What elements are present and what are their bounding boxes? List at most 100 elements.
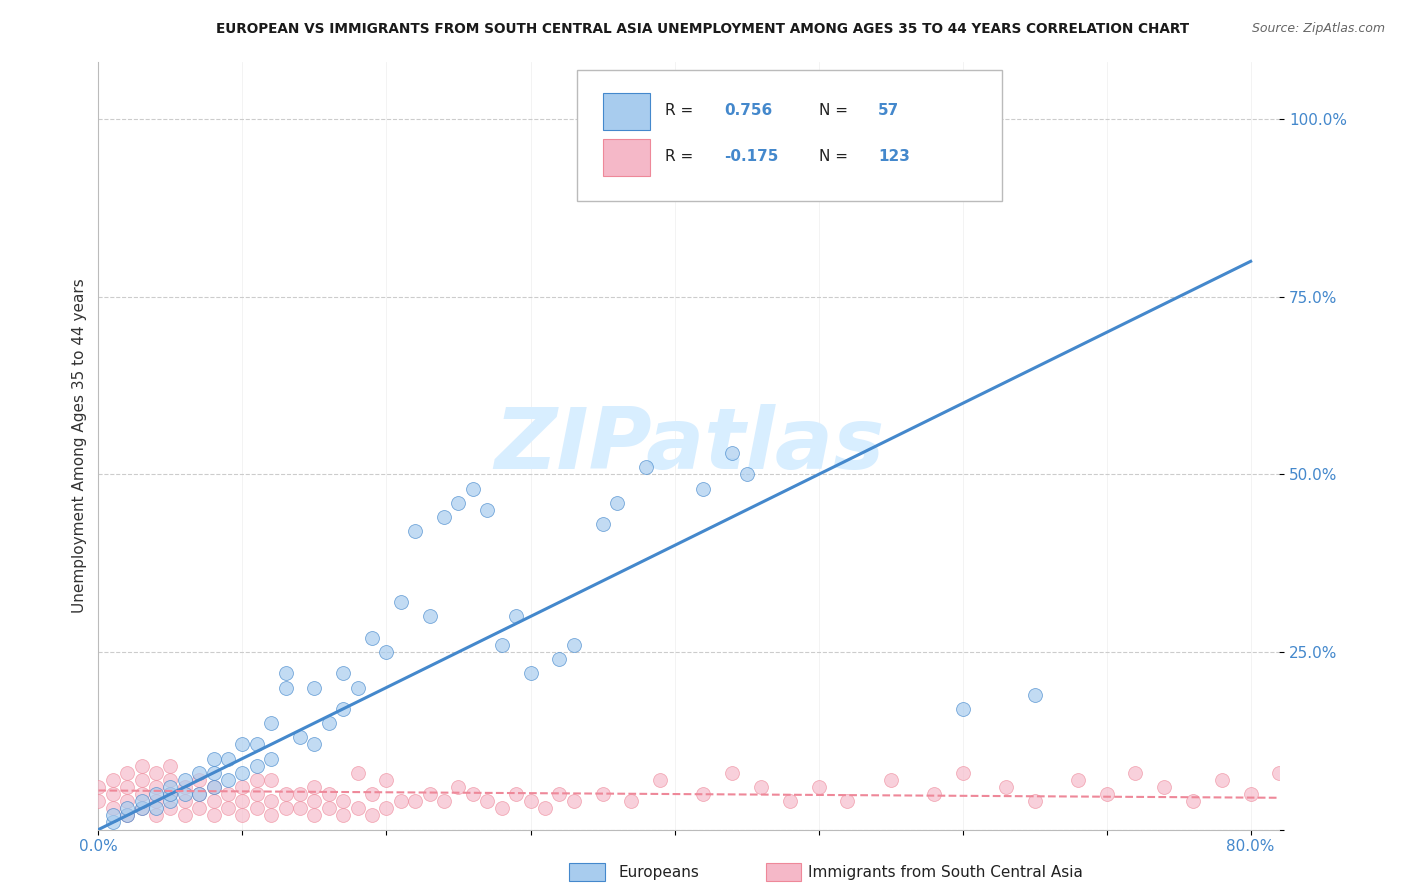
Point bbox=[620, 794, 643, 808]
Point bbox=[477, 503, 499, 517]
Point bbox=[274, 787, 297, 801]
Point bbox=[592, 517, 614, 532]
Point bbox=[375, 645, 398, 659]
Point bbox=[548, 787, 571, 801]
Point bbox=[807, 780, 830, 794]
Point bbox=[260, 716, 283, 731]
Text: -0.175: -0.175 bbox=[724, 149, 779, 164]
Point bbox=[375, 772, 398, 787]
Point bbox=[634, 460, 657, 475]
Point bbox=[231, 765, 253, 780]
Point bbox=[131, 787, 153, 801]
Text: EUROPEAN VS IMMIGRANTS FROM SOUTH CENTRAL ASIA UNEMPLOYMENT AMONG AGES 35 TO 44 : EUROPEAN VS IMMIGRANTS FROM SOUTH CENTRA… bbox=[217, 22, 1189, 37]
Point bbox=[419, 787, 441, 801]
Point bbox=[1211, 772, 1233, 787]
Point bbox=[433, 510, 456, 524]
Point bbox=[419, 609, 441, 624]
Point bbox=[1024, 688, 1046, 702]
Point bbox=[159, 794, 181, 808]
Point bbox=[131, 758, 153, 772]
Point bbox=[304, 808, 326, 822]
Point bbox=[548, 652, 571, 666]
Point bbox=[952, 765, 974, 780]
Point bbox=[288, 801, 311, 815]
Point bbox=[879, 772, 901, 787]
Point bbox=[447, 780, 470, 794]
Text: 0.756: 0.756 bbox=[724, 103, 773, 119]
Point bbox=[115, 794, 138, 808]
Point bbox=[461, 482, 484, 496]
Point bbox=[1067, 772, 1090, 787]
Point bbox=[101, 801, 124, 815]
Point bbox=[288, 730, 311, 744]
Point bbox=[217, 772, 239, 787]
FancyBboxPatch shape bbox=[576, 70, 1002, 201]
Point bbox=[519, 666, 541, 681]
Point bbox=[87, 780, 110, 794]
Point bbox=[260, 772, 283, 787]
Point bbox=[145, 801, 167, 815]
Point bbox=[173, 787, 195, 801]
Point bbox=[131, 801, 153, 815]
Point bbox=[145, 787, 167, 801]
Point bbox=[101, 787, 124, 801]
Point bbox=[332, 666, 354, 681]
Point bbox=[115, 765, 138, 780]
Point bbox=[447, 496, 470, 510]
Point bbox=[346, 801, 368, 815]
Point bbox=[246, 737, 269, 751]
Point bbox=[246, 772, 269, 787]
Text: R =: R = bbox=[665, 103, 693, 119]
Point bbox=[721, 765, 744, 780]
Point bbox=[159, 772, 181, 787]
Point bbox=[332, 794, 354, 808]
Point bbox=[491, 801, 513, 815]
Point bbox=[188, 765, 211, 780]
Point bbox=[159, 780, 181, 794]
Point bbox=[188, 772, 211, 787]
Point bbox=[304, 681, 326, 695]
Point bbox=[246, 787, 269, 801]
Point bbox=[389, 595, 412, 609]
Point bbox=[202, 794, 225, 808]
Point bbox=[131, 772, 153, 787]
Point bbox=[202, 765, 225, 780]
Point bbox=[1296, 780, 1319, 794]
Point bbox=[749, 780, 772, 794]
Point bbox=[1268, 765, 1291, 780]
Text: N =: N = bbox=[818, 149, 848, 164]
Point bbox=[202, 780, 225, 794]
Point bbox=[346, 681, 368, 695]
Text: Source: ZipAtlas.com: Source: ZipAtlas.com bbox=[1251, 22, 1385, 36]
Point bbox=[1153, 780, 1175, 794]
Point bbox=[260, 808, 283, 822]
Point bbox=[288, 787, 311, 801]
Point bbox=[433, 794, 456, 808]
Point bbox=[188, 801, 211, 815]
Point bbox=[173, 794, 195, 808]
Point bbox=[1024, 794, 1046, 808]
Point bbox=[173, 808, 195, 822]
Point bbox=[131, 801, 153, 815]
Point bbox=[260, 751, 283, 765]
FancyBboxPatch shape bbox=[603, 139, 650, 176]
Point bbox=[332, 808, 354, 822]
Point bbox=[115, 780, 138, 794]
Point bbox=[361, 808, 384, 822]
Point bbox=[246, 801, 269, 815]
Point bbox=[188, 787, 211, 801]
Point bbox=[837, 794, 859, 808]
Point bbox=[304, 737, 326, 751]
Point bbox=[173, 772, 195, 787]
Point bbox=[332, 702, 354, 716]
Point bbox=[692, 787, 714, 801]
Point bbox=[491, 638, 513, 652]
Point bbox=[606, 496, 628, 510]
Point bbox=[650, 772, 672, 787]
Point bbox=[202, 751, 225, 765]
Point bbox=[246, 758, 269, 772]
Point bbox=[145, 808, 167, 822]
Point bbox=[188, 787, 211, 801]
FancyBboxPatch shape bbox=[603, 93, 650, 130]
Point bbox=[101, 815, 124, 830]
